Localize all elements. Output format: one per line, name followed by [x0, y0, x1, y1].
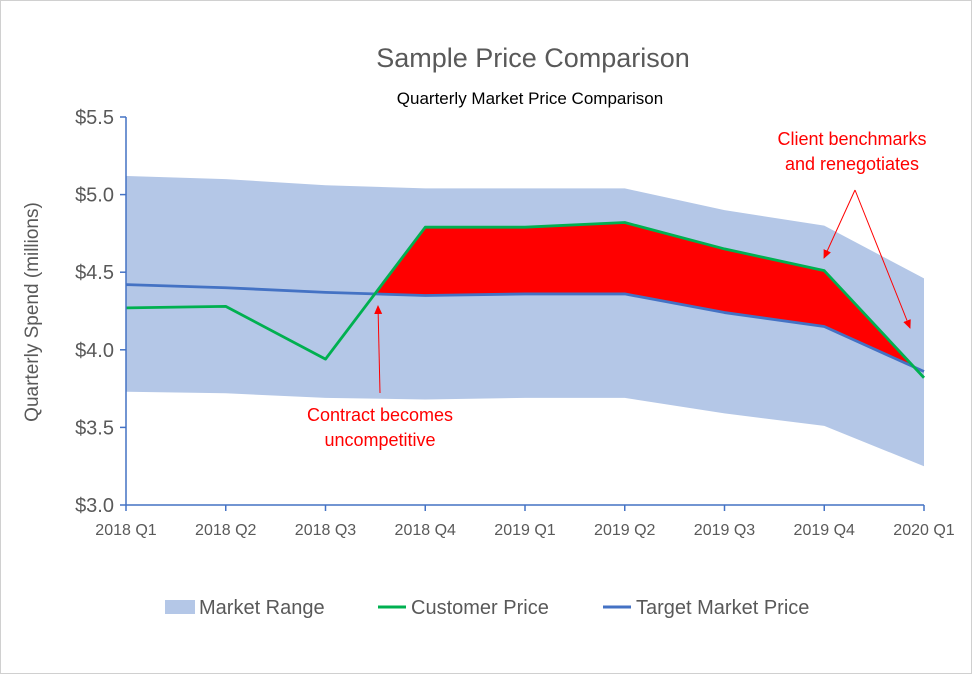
y-tick-label: $5.0 [75, 185, 114, 207]
y-tick-label: $4.5 [75, 262, 114, 284]
annotation-client-text: Client benchmarks [777, 129, 926, 149]
y-tick-label: $4.0 [75, 340, 114, 362]
x-tick-label: 2019 Q2 [594, 522, 655, 539]
x-tick-label: 2018 Q2 [195, 522, 256, 539]
x-tick-label: 2019 Q4 [794, 522, 855, 539]
uncompetitive-gap-area [374, 222, 915, 368]
customer-price-line [125, 221, 926, 379]
y-tick-label: $3.0 [75, 495, 114, 517]
chart-title: Sample Price Comparison [376, 43, 690, 73]
legend-label: Customer Price [411, 597, 549, 619]
target-market-price-line [125, 283, 925, 373]
legend-swatch-market-range [165, 600, 195, 614]
annotation-arrow [823, 189, 856, 259]
annotation-contract-text: uncompetitive [324, 430, 435, 450]
annotation-arrow [374, 305, 383, 394]
x-tick-label: 2019 Q1 [494, 522, 555, 539]
y-axis-label: Quarterly Spend (millions) [22, 202, 43, 422]
x-tick-label: 2019 Q3 [694, 522, 755, 539]
x-tick-label: 2018 Q3 [295, 522, 356, 539]
y-tick-label: $5.5 [75, 107, 114, 129]
annotation-client-text: and renegotiates [785, 154, 919, 174]
y-tick-label: $3.5 [75, 417, 114, 439]
legend-label: Target Market Price [636, 597, 809, 619]
chart-subtitle: Quarterly Market Price Comparison [397, 89, 663, 108]
x-tick-label: 2018 Q1 [95, 522, 156, 539]
legend-label: Market Range [199, 597, 325, 619]
x-tick-label: 2018 Q4 [395, 522, 456, 539]
annotation-contract-text: Contract becomes [307, 405, 453, 425]
x-tick-label: 2020 Q1 [893, 522, 954, 539]
annotation-arrow [854, 189, 911, 329]
